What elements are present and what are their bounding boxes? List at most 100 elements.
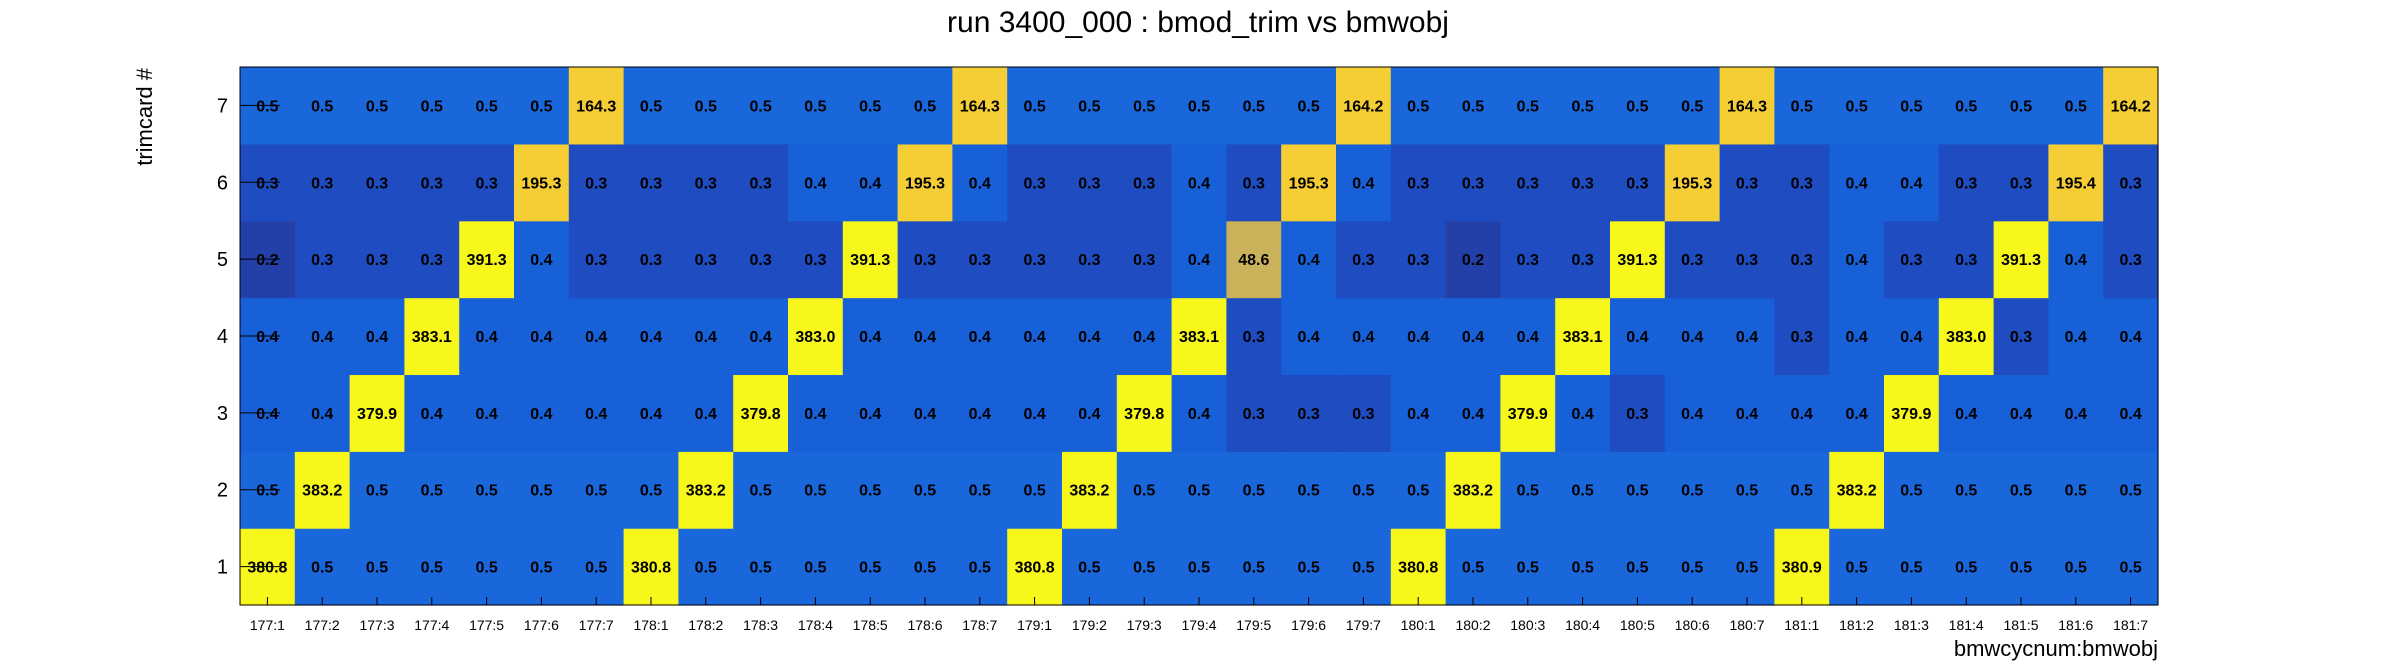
heatmap-cell — [1664, 220, 1721, 299]
cell-value-label: 0.4 — [475, 406, 497, 423]
heatmap-cells — [240, 67, 2159, 606]
heatmap-cell — [1500, 528, 1556, 606]
heatmap-cell — [1993, 528, 2049, 606]
cell-value-label: 0.3 — [1900, 252, 1922, 269]
cell-value-label: 0.5 — [1297, 483, 1319, 500]
x-tick-label: 177:4 — [414, 617, 449, 633]
heatmap-cell — [678, 143, 734, 222]
cell-value-label: 0.3 — [366, 252, 388, 269]
heatmap-cell — [404, 374, 460, 452]
y-axis-title: trimcard # — [132, 67, 157, 166]
heatmap-cell — [1938, 220, 1995, 299]
heatmap-cell — [1555, 220, 1611, 299]
cell-value-label: 0.5 — [1352, 483, 1374, 500]
x-tick-label: 181:5 — [2003, 617, 2038, 633]
cell-value-label: 164.3 — [960, 98, 1000, 115]
cell-value-label: 0.5 — [1571, 560, 1593, 577]
cell-value-label: 0.3 — [1791, 329, 1813, 346]
cell-value-label: 0.4 — [804, 175, 826, 192]
heatmap-cell — [842, 451, 899, 529]
heatmap-cell — [1116, 220, 1173, 299]
cell-value-label: 0.5 — [2065, 560, 2087, 577]
heatmap-cell — [1445, 220, 1501, 299]
heatmap-cell — [1007, 143, 1063, 222]
heatmap-cell — [1555, 143, 1611, 222]
y-tick-label: 4 — [217, 326, 228, 348]
heatmap-cell — [514, 528, 570, 606]
heatmap-cell — [294, 451, 351, 529]
cell-value-label: 0.3 — [1407, 252, 1429, 269]
heatmap-cell — [459, 220, 515, 299]
cell-value-label: 0.5 — [1571, 483, 1593, 500]
cell-value-label: 0.4 — [1571, 406, 1593, 423]
cell-value-label: 0.5 — [2010, 98, 2032, 115]
cell-value-label: 0.5 — [1900, 483, 1922, 500]
cell-value-label: 0.5 — [804, 483, 826, 500]
cell-value-label: 391.3 — [1617, 252, 1657, 269]
heatmap-cell — [1336, 374, 1392, 452]
heatmap-cell — [1390, 220, 1447, 299]
cell-value-label: 0.3 — [1352, 406, 1374, 423]
heatmap-cell — [1226, 143, 1282, 222]
heatmap-cell — [404, 67, 460, 145]
heatmap-cell — [623, 374, 679, 452]
x-tick-label: 178:4 — [798, 617, 833, 633]
x-tick-label: 180:3 — [1510, 617, 1545, 633]
cell-value-label: 0.3 — [311, 252, 333, 269]
cell-value-label: 0.4 — [695, 329, 717, 346]
cell-value-label: 0.4 — [1736, 329, 1758, 346]
x-tick-label: 179:6 — [1291, 617, 1326, 633]
heatmap-cell — [1226, 451, 1282, 529]
heatmap-cell — [1390, 67, 1447, 145]
cell-value-label: 383.1 — [412, 329, 452, 346]
x-tick-label: 179:7 — [1346, 617, 1381, 633]
cell-value-label: 0.5 — [1845, 98, 1867, 115]
heatmap-cell — [733, 67, 789, 145]
heatmap-cell — [678, 67, 734, 145]
cell-value-label: 0.3 — [640, 175, 662, 192]
cell-value-label: 0.5 — [1517, 483, 1539, 500]
heatmap-cell — [568, 374, 625, 452]
heatmap-cell — [1171, 67, 1227, 145]
heatmap-cell — [952, 297, 1008, 376]
heatmap-cell — [1171, 374, 1227, 452]
heatmap-cell — [1226, 297, 1282, 376]
heatmap-cell — [1336, 451, 1392, 529]
heatmap-cell — [568, 220, 625, 299]
cell-value-label: 0.3 — [1955, 252, 1977, 269]
heatmap-cell — [733, 528, 789, 606]
cell-value-label: 0.4 — [1023, 329, 1045, 346]
x-tick-label: 178:6 — [907, 617, 942, 633]
heatmap-cell — [1719, 67, 1775, 145]
cell-value-label: 0.5 — [914, 483, 936, 500]
heatmap-cell — [623, 528, 679, 606]
cell-value-label: 0.5 — [1626, 560, 1648, 577]
cell-value-label: 0.5 — [1078, 560, 1100, 577]
cell-value-label: 380.8 — [631, 560, 671, 577]
cell-value-label: 0.4 — [256, 406, 278, 423]
cell-value-label: 0.3 — [1517, 252, 1539, 269]
x-tick-label: 178:2 — [688, 617, 723, 633]
heatmap-cell — [1390, 528, 1447, 606]
cell-value-label: 0.5 — [640, 98, 662, 115]
cell-value-label: 0.5 — [1845, 560, 1867, 577]
cell-value-label: 0.5 — [695, 560, 717, 577]
cell-value-label: 0.4 — [804, 406, 826, 423]
heatmap-cell — [2048, 143, 2104, 222]
x-tick-label: 181:6 — [2058, 617, 2093, 633]
heatmap-cell — [2048, 374, 2104, 452]
heatmap-cell — [2103, 374, 2159, 452]
cell-value-label: 0.4 — [859, 175, 881, 192]
cell-value-label: 0.4 — [1407, 406, 1429, 423]
cell-value-label: 0.4 — [749, 329, 771, 346]
heatmap-cell — [349, 451, 405, 529]
cell-value-label: 0.4 — [421, 406, 443, 423]
heatmap-cell — [1281, 143, 1337, 222]
cell-value-label: 0.5 — [421, 560, 443, 577]
heatmap-cell — [1884, 528, 1940, 606]
heatmap-cell — [1281, 528, 1337, 606]
cell-value-label: 0.5 — [1023, 483, 1045, 500]
cell-value-label: 0.5 — [1243, 98, 1265, 115]
cell-value-label: 0.5 — [366, 560, 388, 577]
heatmap-cell — [1829, 297, 1885, 376]
